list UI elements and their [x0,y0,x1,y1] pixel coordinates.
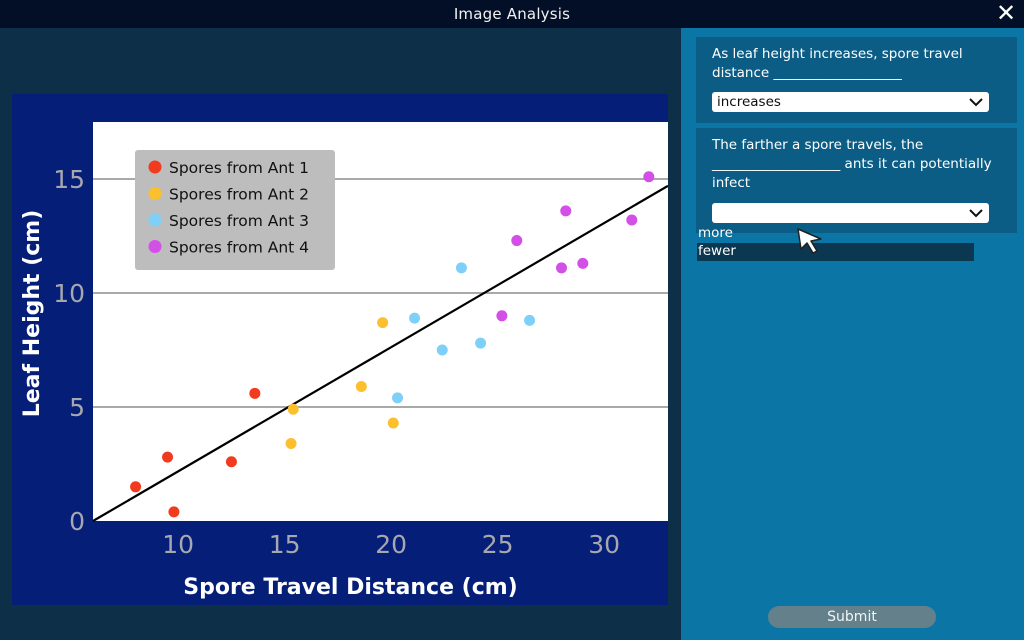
data-point-ant-4 [577,257,589,269]
data-point-ant-1 [130,481,142,493]
chart-svg: 0 5 10 15 10 15 20 25 30 Spore Travel Distance (c… [20,122,668,600]
title-bar: Image Analysis ✕ [0,0,1024,28]
data-point-ant-4 [643,171,655,183]
question-card-1: As leaf height increases, spore travel d… [696,37,1017,123]
mouse-pointer-icon [797,228,822,254]
question-1-dropdown[interactable]: increases [712,92,989,112]
y-axis-label: Leaf Height (cm) [20,210,45,418]
data-point-ant-1 [162,451,174,463]
question-2-text: The farther a spore travels, the _______… [712,137,992,191]
data-point-ant-2 [387,417,399,429]
x-tick-label: 10 [162,530,194,559]
window-title: Image Analysis [453,5,571,23]
trend-line [92,184,668,522]
y-tick-label: 15 [53,165,85,194]
scatter-chart: 0 5 10 15 10 15 20 25 30 Spore Travel Distance (c… [12,94,668,605]
x-tick-label: 15 [269,530,301,559]
x-tick-label: 25 [482,530,514,559]
data-point-ant-1 [225,456,237,468]
x-tick-label: 20 [375,530,407,559]
x-tick-label: 30 [588,530,620,559]
legend-label-ant-1: Spores from Ant 1 [169,159,309,177]
data-point-ant-1 [249,387,261,399]
legend-marker-ant-1 [148,160,162,174]
data-point-ant-4 [560,205,572,217]
data-point-ant-3 [524,314,536,326]
question-card-2: The farther a spore travels, the _______… [696,128,1017,233]
question-2-dropdown[interactable] [712,203,989,223]
data-point-ant-3 [475,337,487,349]
legend-box [135,150,335,270]
data-point-ant-2 [355,380,367,392]
question-2-options: more fewer [697,225,974,261]
option-fewer[interactable]: fewer [697,243,974,261]
option-more[interactable]: more [698,225,733,241]
data-point-ant-1 [168,506,180,518]
data-point-ant-3 [455,262,467,274]
x-axis-label: Spore Travel Distance (cm) [183,575,518,600]
data-point-ant-4 [556,262,568,274]
chevron-down-icon [969,98,983,107]
y-tick-label: 0 [69,507,85,536]
legend-label-ant-3: Spores from Ant 3 [169,212,309,230]
question-1-text: As leaf height increases, spore travel d… [712,46,963,81]
legend-label-ant-2: Spores from Ant 2 [169,186,309,204]
close-icon[interactable]: ✕ [995,0,1017,27]
y-tick-label: 5 [69,393,85,422]
legend-marker-ant-4 [148,240,162,253]
submit-button[interactable]: Submit [768,606,936,628]
data-point-ant-2 [287,403,299,415]
legend-marker-ant-3 [148,213,162,227]
y-tick-label: 10 [53,279,85,308]
image-pane: 0 5 10 15 10 15 20 25 30 Spore Travel Distance (c… [0,28,681,640]
legend-label-ant-4: Spores from Ant 4 [169,239,309,257]
data-point-ant-4 [496,310,508,322]
question-panel: As leaf height increases, spore travel d… [681,28,1024,640]
data-point-ant-3 [392,392,404,404]
data-point-ant-4 [626,214,638,226]
question-1-selected: increases [717,94,781,110]
chevron-down-icon [969,209,983,218]
data-point-ant-2 [377,317,389,329]
data-point-ant-3 [436,344,448,356]
data-point-ant-2 [285,437,297,449]
data-point-ant-3 [409,312,421,324]
legend-marker-ant-2 [148,187,162,200]
data-point-ant-4 [511,235,523,247]
